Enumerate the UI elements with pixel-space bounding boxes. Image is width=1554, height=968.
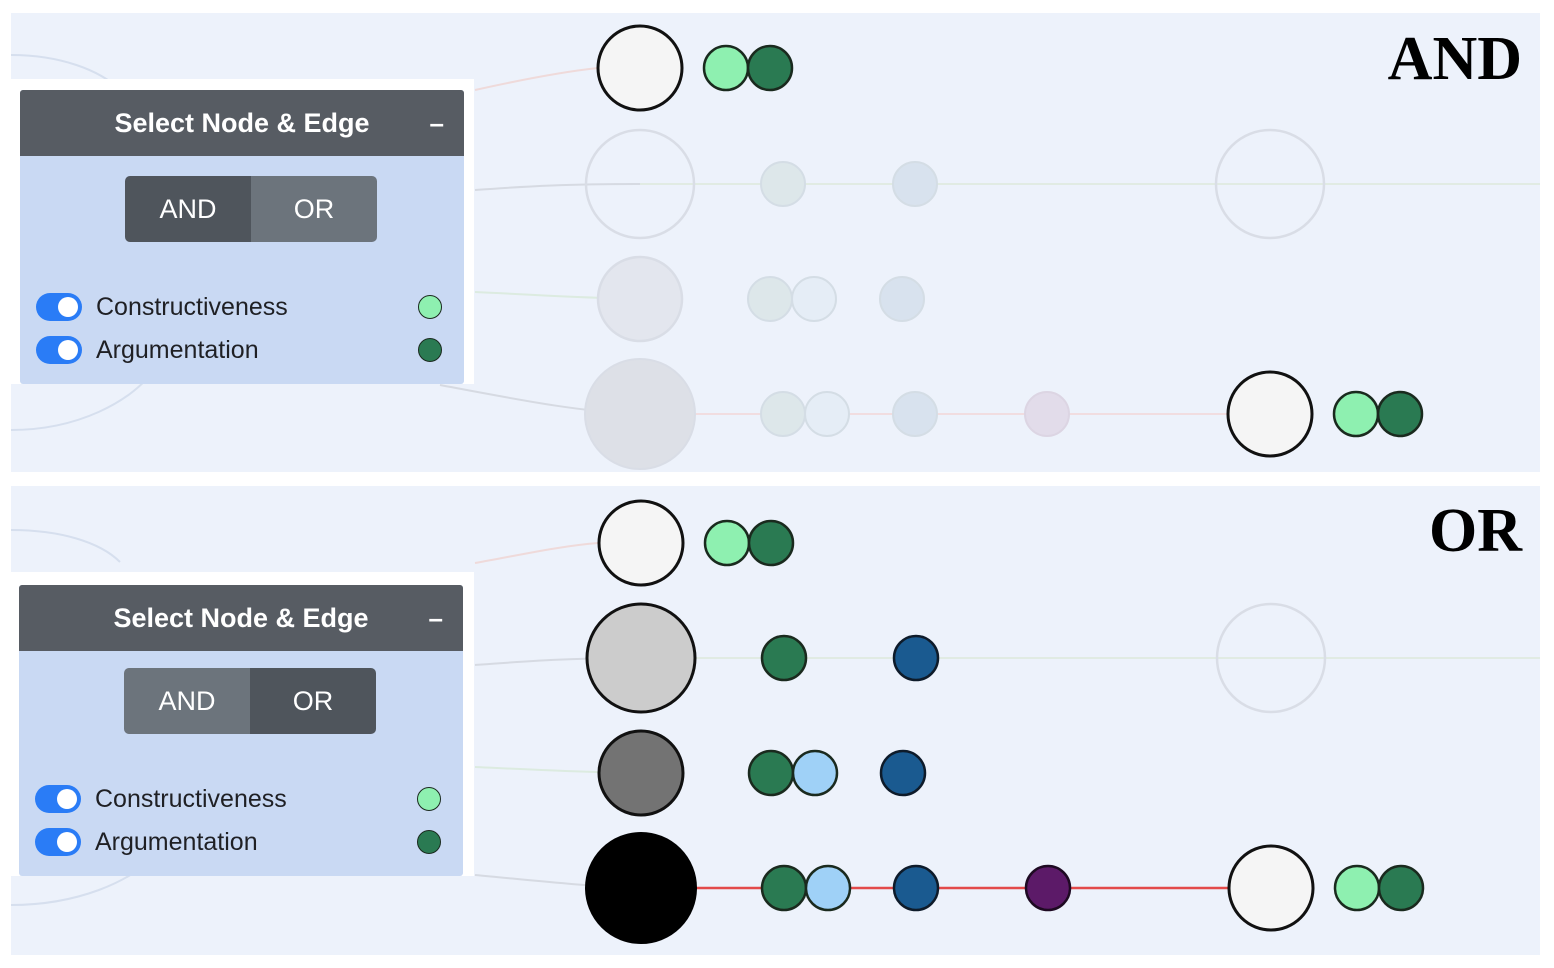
marker-faded: [1024, 391, 1070, 437]
edge-curve: [10, 529, 121, 563]
graph-node[interactable]: [596, 24, 684, 112]
light-blue-marker: [791, 749, 839, 797]
edge-curve: [474, 67, 599, 91]
or-button[interactable]: OR: [251, 176, 377, 242]
toggle-label: Argumentation: [95, 827, 258, 856]
light-green-dot-icon: [417, 787, 441, 811]
widget-title: Select Node & Edge: [113, 602, 369, 633]
or-mode-panel: OR Select Node & Edge – AND OR Construct…: [0, 480, 1554, 968]
graph-node-faded[interactable]: [596, 255, 684, 343]
graph-node[interactable]: [585, 832, 697, 944]
marker-faded: [747, 276, 793, 322]
toggle-label: Constructiveness: [96, 292, 288, 321]
graph-node-faded[interactable]: [584, 358, 696, 470]
marker-faded: [791, 276, 837, 322]
toggle-row-argumentation: Argumentation: [35, 822, 447, 862]
argumentation-marker: [760, 864, 808, 912]
graph-node[interactable]: [597, 499, 685, 587]
argumentation-marker: [747, 519, 795, 567]
argumentation-switch[interactable]: [36, 336, 82, 364]
select-node-edge-widget: Select Node & Edge – AND OR Constructive…: [20, 90, 464, 384]
argumentation-marker: [1377, 864, 1425, 912]
graph-node[interactable]: [1227, 844, 1315, 932]
marker-faded: [760, 391, 806, 437]
constructiveness-marker: [703, 519, 751, 567]
light-blue-marker: [804, 864, 852, 912]
and-button[interactable]: AND: [125, 176, 251, 242]
graph-node[interactable]: [597, 729, 685, 817]
and-or-toggle: AND OR: [125, 176, 377, 242]
and-or-toggle: AND OR: [124, 668, 376, 734]
constructiveness-marker: [702, 44, 750, 92]
toggle-row-constructiveness: Constructiveness: [35, 779, 447, 819]
light-green-dot-icon: [418, 295, 442, 319]
argumentation-marker: [760, 634, 808, 682]
constructiveness-marker: [1332, 390, 1380, 438]
edge-curve: [474, 183, 641, 191]
dark-blue-marker: [892, 864, 940, 912]
argumentation-marker: [1376, 390, 1424, 438]
marker-faded: [804, 391, 850, 437]
edge-curve: [474, 542, 599, 564]
collapse-button[interactable]: –: [429, 108, 444, 138]
graph-node-faded[interactable]: [1214, 128, 1326, 240]
purple-marker: [1024, 864, 1072, 912]
constructiveness-marker: [1333, 864, 1381, 912]
or-button[interactable]: OR: [250, 668, 376, 734]
marker-faded: [760, 161, 806, 207]
and-mode-panel: AND Select Node & Edge – AND OR Construc…: [0, 0, 1554, 480]
select-node-edge-widget: Select Node & Edge – AND OR Constructive…: [19, 585, 463, 876]
marker-faded: [892, 161, 938, 207]
widget-header: Select Node & Edge –: [20, 90, 464, 156]
argumentation-marker: [746, 44, 794, 92]
widget-header: Select Node & Edge –: [19, 585, 463, 651]
dark-blue-marker: [879, 749, 927, 797]
marker-faded: [879, 276, 925, 322]
constructiveness-switch[interactable]: [35, 785, 81, 813]
collapse-button[interactable]: –: [428, 603, 443, 633]
mode-label: OR: [1429, 497, 1522, 565]
mode-label: AND: [1387, 25, 1522, 93]
toggle-label: Constructiveness: [95, 784, 287, 813]
dark-green-dot-icon: [418, 338, 442, 362]
widget-title: Select Node & Edge: [114, 107, 370, 138]
toggle-label: Argumentation: [96, 335, 259, 364]
marker-faded: [892, 391, 938, 437]
dark-blue-marker: [892, 634, 940, 682]
dark-green-dot-icon: [417, 830, 441, 854]
graph-node[interactable]: [585, 602, 697, 714]
graph-node-faded[interactable]: [584, 128, 696, 240]
toggle-row-argumentation: Argumentation: [36, 330, 448, 370]
graph-node-faded[interactable]: [1215, 602, 1327, 714]
argumentation-switch[interactable]: [35, 828, 81, 856]
argumentation-marker: [747, 749, 795, 797]
constructiveness-switch[interactable]: [36, 293, 82, 321]
and-button[interactable]: AND: [124, 668, 250, 734]
graph-node[interactable]: [1226, 370, 1314, 458]
toggle-row-constructiveness: Constructiveness: [36, 287, 448, 327]
